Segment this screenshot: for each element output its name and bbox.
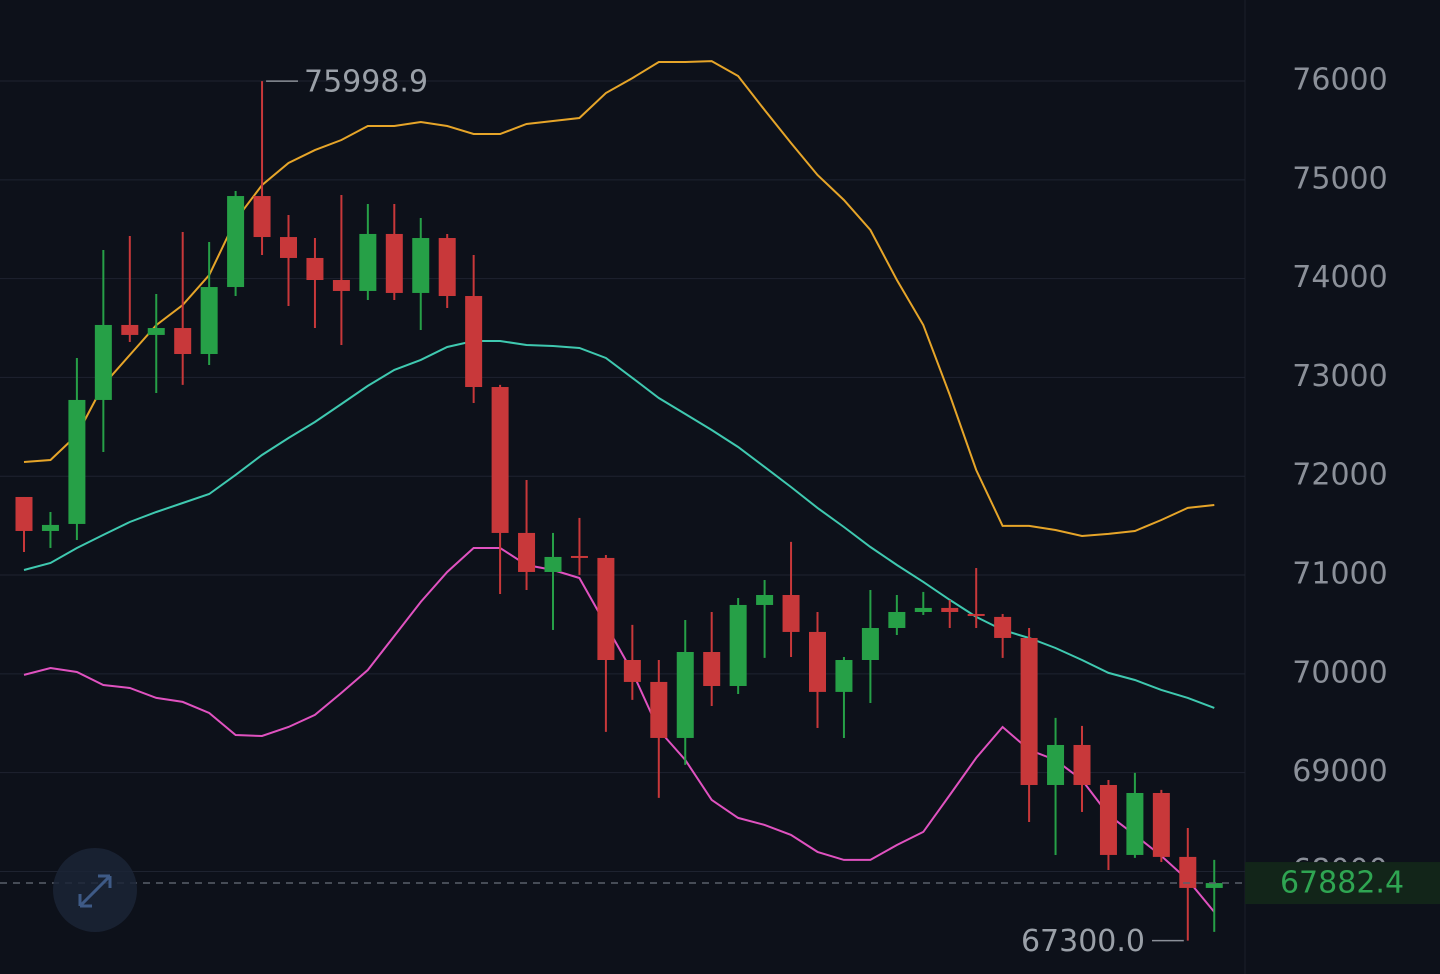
max-label: 75998.9 [304,65,428,100]
candle-body [597,557,615,661]
candle-body [1099,784,1117,855]
min-label: 67300.0 [1021,924,1145,959]
band-lines [23,60,1216,913]
expand-button[interactable] [53,848,137,932]
last-price-box [1245,862,1440,905]
y-tick-label: 69000 [1292,754,1387,789]
candle-body [756,594,774,605]
y-tick-label: 70000 [1292,655,1387,690]
candle-body [676,652,694,738]
candle-body [359,233,377,291]
candle-body [1073,744,1091,785]
candle-body [332,280,350,291]
candle-body [412,238,430,293]
candle-body [1205,883,1223,888]
band-line [23,340,1215,709]
candles [15,81,1223,941]
candle-body [1179,856,1197,888]
candle-body [15,496,33,531]
candle-body [1047,744,1065,785]
y-tick-label: 72000 [1292,458,1387,493]
candle-body [68,399,86,524]
y-tick-label: 73000 [1292,359,1387,394]
candle-body [835,660,853,692]
candle-body [121,324,139,335]
candle-body [1152,792,1170,857]
band-line [23,60,1215,538]
candle-body [147,328,165,335]
candle-body [570,555,588,558]
candle-body [94,324,112,400]
candle-body [861,627,879,661]
candle-body [703,652,721,686]
y-tick-label: 71000 [1292,557,1387,592]
candle-body [438,238,456,297]
y-tick-label: 74000 [1292,260,1387,295]
y-tick-label: 76000 [1292,63,1387,98]
candle-body [41,524,59,531]
candle-body [544,556,562,572]
candle-body [518,532,536,572]
candle-body [729,604,747,686]
y-tick-label: 75000 [1292,161,1387,196]
candle-body [914,607,932,612]
candle-body [200,287,218,355]
candle-body [650,681,668,738]
candle-body [1020,637,1038,785]
candle-body [385,233,403,293]
candle-body [888,611,906,628]
candle-body [809,631,826,692]
grid: 6800069000700007100072000730007400075000… [0,63,1388,888]
labels: 75998.9 67300.0 67882.4 [0,65,1440,959]
candle-body [465,296,483,388]
last-price-label: 67882.4 [1280,866,1404,901]
candle-body [227,196,245,288]
candle-body [994,616,1012,638]
band-line [23,547,1216,913]
candle-body [306,257,324,281]
candle-body [623,660,641,682]
candle-body [782,594,800,632]
candle-body [253,196,271,238]
candle-body [941,607,959,612]
expand-icon[interactable] [78,874,112,908]
candle-body [1126,792,1144,855]
candle-body [280,237,297,258]
candle-body [174,328,192,355]
candle-body [967,613,985,616]
candle-body [491,387,509,533]
